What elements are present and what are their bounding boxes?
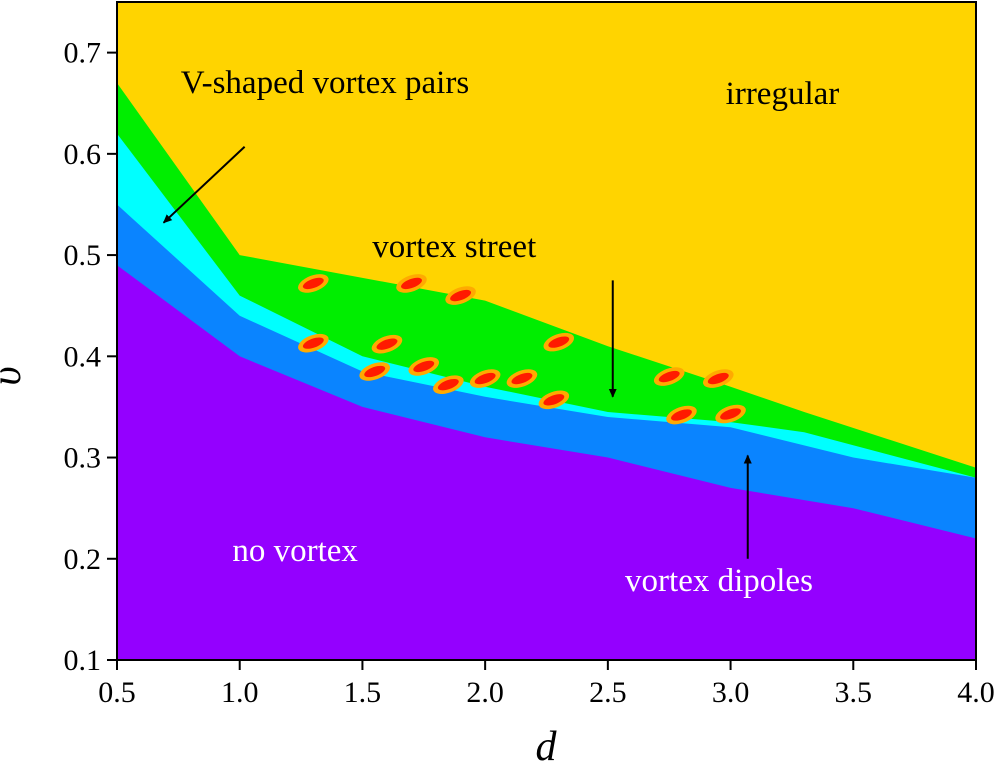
x-tick-label: 1.5 [344, 676, 382, 709]
x-tick-label: 2.5 [589, 676, 627, 709]
instability-spot [469, 369, 501, 388]
instability-spot [396, 274, 427, 293]
spots-layer [298, 274, 746, 425]
region-irregular [117, 2, 976, 468]
annotation-street: vortex street [372, 229, 617, 398]
x-tick-label: 0.5 [98, 676, 136, 709]
instability-spot [298, 274, 329, 293]
instability-spot [703, 369, 734, 388]
annotation-label: V-shaped vortex pairs [181, 65, 469, 101]
instability-spot [506, 369, 538, 388]
annotation-label: no vortex [232, 533, 358, 569]
plot-frame [116, 1, 977, 661]
instability-spot [715, 404, 746, 424]
instability-spot [653, 367, 685, 386]
y-tick-label: 0.2 [64, 543, 102, 576]
annotation-label: vortex street [372, 229, 536, 265]
y-tick-label: 0.1 [64, 644, 102, 677]
instability-spot [433, 375, 464, 394]
annotation-irregular: irregular [726, 76, 840, 112]
annotation-dipoles: vortex dipoles [625, 454, 813, 599]
y-tick-label: 0.6 [64, 138, 102, 171]
y-axis-title: υ [0, 366, 30, 385]
annotation-no-vortex: no vortex [232, 533, 358, 569]
x-tick-label: 2.0 [466, 676, 504, 709]
x-tick-label: 1.0 [221, 676, 259, 709]
x-axis: 0.5 1.0 1.5 2.0 2.5 3.0 3.5 4.0 [98, 660, 995, 709]
x-tick-label: 4.0 [957, 676, 995, 709]
instability-spot [359, 362, 390, 381]
annotation-label: irregular [726, 76, 840, 112]
y-tick-label: 0.7 [64, 37, 102, 70]
annotation-label: vortex dipoles [625, 563, 813, 599]
annotation-arrow [162, 146, 246, 224]
instability-spot [371, 334, 403, 354]
x-tick-label: 3.0 [712, 676, 750, 709]
y-axis: 0.1 0.2 0.3 0.4 0.5 0.6 0.7 [64, 37, 117, 677]
instability-spot [408, 357, 440, 376]
x-tick-label: 3.5 [835, 676, 873, 709]
x-axis-title: d [536, 724, 558, 767]
instability-spot [445, 286, 476, 305]
annotation-v-shaped: V-shaped vortex pairs [162, 65, 469, 224]
plot-area [117, 2, 976, 660]
y-tick-label: 0.4 [64, 340, 102, 373]
instability-spot [666, 405, 697, 425]
y-tick-label: 0.3 [64, 442, 102, 475]
instability-spot [543, 332, 575, 352]
annotations-layer: V-shaped vortex pairs vortex street irregu… [162, 65, 840, 599]
instability-spot [298, 333, 329, 353]
instability-spot [538, 390, 570, 410]
y-tick-label: 0.5 [64, 239, 102, 272]
